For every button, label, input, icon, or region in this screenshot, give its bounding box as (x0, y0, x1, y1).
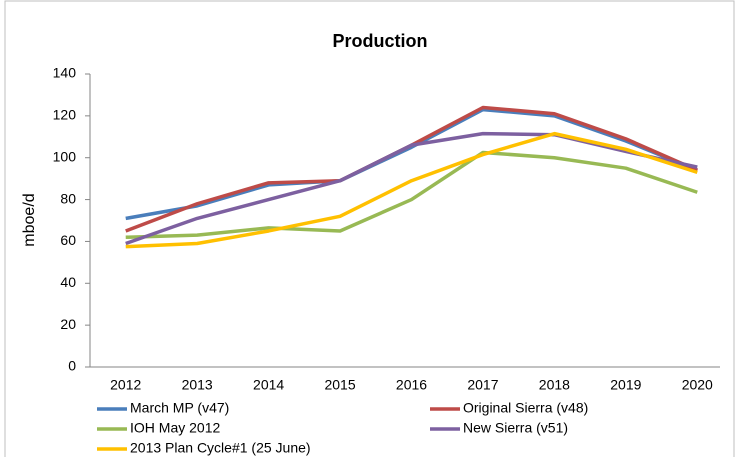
series-line (125, 150, 698, 239)
y-tick-label: 120 (53, 107, 77, 123)
x-tick-label: 2017 (467, 377, 498, 393)
y-tick-label: 100 (53, 148, 77, 164)
x-tick-label: 2012 (110, 377, 141, 393)
y-tick-label: 80 (60, 190, 76, 206)
y-axis-label: mboe/d (21, 193, 38, 246)
x-tick-label: 2016 (396, 377, 427, 393)
y-tick-label: 140 (53, 65, 77, 81)
series-line (125, 131, 698, 249)
chart-border (4, 0, 735, 457)
y-tick-label: 0 (68, 358, 76, 374)
x-tick-label: 2013 (182, 377, 213, 393)
x-tick-label: 2020 (682, 377, 713, 393)
legend-label: March MP (v47) (130, 400, 229, 416)
x-tick-label: 2014 (253, 377, 284, 393)
y-tick-label: 20 (60, 316, 76, 332)
legend-label: 2013 Plan Cycle#1 (25 June) (130, 440, 311, 456)
legend-label: Original Sierra (v48) (463, 400, 588, 416)
legend-label: IOH May 2012 (130, 420, 220, 436)
series-line (125, 107, 698, 221)
x-tick-label: 2019 (610, 377, 641, 393)
x-tick-label: 2018 (539, 377, 570, 393)
x-tick-label: 2015 (324, 377, 355, 393)
y-tick-label: 60 (60, 232, 76, 248)
series-line (125, 105, 698, 233)
y-tick-label: 40 (60, 274, 76, 290)
series-line (125, 131, 698, 246)
chart-title: Production (333, 31, 428, 51)
legend-label: New Sierra (v51) (463, 420, 568, 436)
